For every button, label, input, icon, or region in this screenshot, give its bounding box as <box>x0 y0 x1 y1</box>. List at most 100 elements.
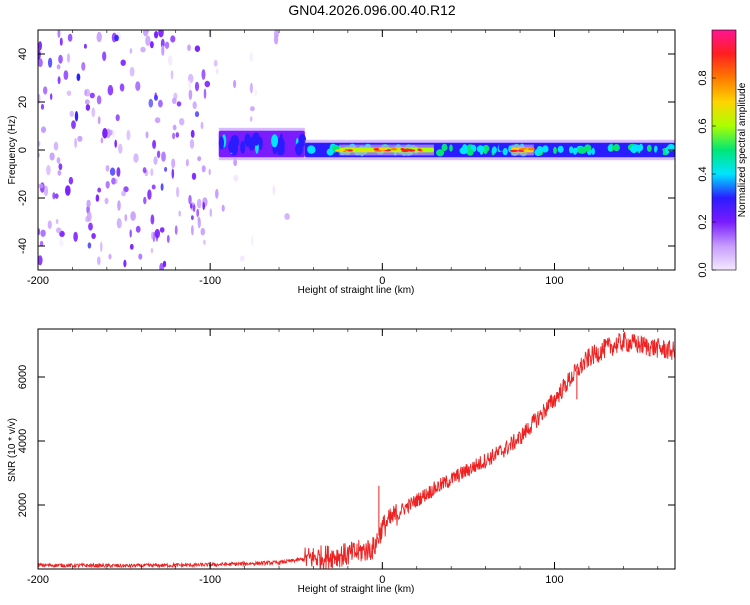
heatmap-cell <box>40 126 47 133</box>
heatmap-cell <box>86 199 91 208</box>
heatmap-cell <box>66 53 71 63</box>
heatmap-cell <box>66 90 72 96</box>
colorbar-frame <box>711 29 737 271</box>
heatmap-cell <box>38 183 44 189</box>
heatmap-cell <box>569 146 574 154</box>
heatmap-cell <box>145 131 149 139</box>
heatmap-cell <box>368 149 373 152</box>
heatmap-cell <box>76 73 81 81</box>
heatmap-cell <box>40 103 45 110</box>
heatmap-cell <box>46 165 51 176</box>
colorbar: 0.0 0.2 0.4 0.6 0.8 Normalized spectral ampl… <box>697 29 748 278</box>
heatmap-cell <box>114 34 119 42</box>
heatmap-cell <box>667 144 675 152</box>
heatmap-cell <box>109 167 116 176</box>
heatmap-cell <box>187 44 191 51</box>
heatmap-cell <box>613 144 620 152</box>
spectrogram-y-tick-label: 0 <box>17 147 29 153</box>
heatmap-cell <box>89 92 95 99</box>
heatmap-cell <box>114 139 117 148</box>
heatmap-cell <box>105 165 110 172</box>
heatmap-cell <box>148 98 154 108</box>
heatmap-cell <box>97 187 102 193</box>
heatmap-cell <box>38 58 43 67</box>
heatmap-cell <box>248 137 256 151</box>
heatmap-cell <box>84 99 90 105</box>
heatmap-cell <box>133 153 139 163</box>
heatmap-cell <box>118 143 123 154</box>
heatmap-cell <box>523 149 529 152</box>
heatmap-cell <box>135 225 141 233</box>
heatmap-cell <box>491 146 497 154</box>
heatmap-cell <box>96 95 102 105</box>
heatmap-cell <box>150 214 155 225</box>
heatmap-cell <box>150 168 154 177</box>
heatmap-cell <box>335 149 345 152</box>
colorbar-label: Normalized spectral amplitude <box>737 82 748 217</box>
heatmap-cell <box>47 220 52 229</box>
heatmap-cell <box>479 147 484 155</box>
heatmap-cell <box>172 132 176 140</box>
colorbar-gradient <box>712 30 736 270</box>
heatmap-cell <box>194 45 201 52</box>
snr-y-tick-label: 6000 <box>17 365 29 389</box>
heatmap-cell <box>191 172 197 180</box>
heatmap-cell <box>65 185 71 196</box>
heatmap-cell <box>202 202 205 210</box>
heatmap-cell <box>192 101 197 110</box>
heatmap-cell <box>97 256 101 266</box>
heatmap-cell <box>38 41 42 51</box>
heatmap-cell <box>595 149 604 157</box>
colorbar-tick-label: 0.0 <box>697 262 709 277</box>
snr-series-line <box>38 331 675 569</box>
heatmap-cell <box>156 150 161 159</box>
heatmap-cell <box>168 55 173 66</box>
heatmap-cell <box>164 167 168 172</box>
snr-x-label: Height of straight line (km) <box>298 584 415 595</box>
colorbar-tick-label: 0.4 <box>697 166 709 181</box>
heatmap-cell <box>577 146 587 154</box>
heatmap-cell <box>129 48 133 54</box>
heatmap-cell <box>57 170 62 176</box>
heatmap-cell <box>56 227 62 234</box>
heatmap-cell <box>171 158 176 169</box>
colorbar-tick-label: 0.8 <box>697 70 709 85</box>
spectrogram-y-tick-label: 20 <box>17 96 29 108</box>
heatmap-cell <box>151 184 156 190</box>
heatmap-cell <box>200 227 206 236</box>
heatmap-cell <box>196 208 200 218</box>
spectrogram-x-tick-label: 100 <box>545 275 563 287</box>
heatmap-region <box>510 144 536 156</box>
heatmap-cell <box>298 133 307 147</box>
heatmap-cell <box>204 80 211 88</box>
heatmap-region <box>208 30 290 262</box>
heatmap-cell <box>170 35 176 43</box>
heatmap-cell <box>201 69 206 80</box>
heatmap-cell <box>38 93 41 104</box>
heatmap-cell <box>85 104 91 111</box>
heatmap-cell <box>145 35 151 47</box>
heatmap-cell <box>153 156 158 165</box>
heatmap-cell <box>347 149 353 152</box>
heatmap-cell <box>271 134 279 148</box>
heatmap-cell <box>233 174 239 182</box>
heatmap-cell <box>553 146 557 154</box>
heatmap-cell <box>86 211 92 222</box>
heatmap-cell <box>96 31 102 43</box>
heatmap-cell <box>510 149 518 153</box>
heatmap-cell <box>124 214 128 222</box>
heatmap-cell <box>251 235 254 246</box>
snr-x-tick-label: -100 <box>199 574 221 586</box>
heatmap-cell <box>91 233 96 239</box>
heatmap-cell <box>176 101 182 107</box>
heatmap-cell <box>38 140 41 147</box>
heatmap-cell <box>59 37 63 46</box>
heatmap-cell <box>373 148 381 151</box>
heatmap-cell <box>191 225 194 236</box>
heatmap-cell <box>81 62 86 71</box>
heatmap-cell <box>69 110 75 117</box>
heatmap-cell <box>138 253 143 260</box>
heatmap-cell <box>646 144 652 152</box>
heatmap-cell <box>50 93 53 100</box>
heatmap-cell <box>57 76 61 85</box>
